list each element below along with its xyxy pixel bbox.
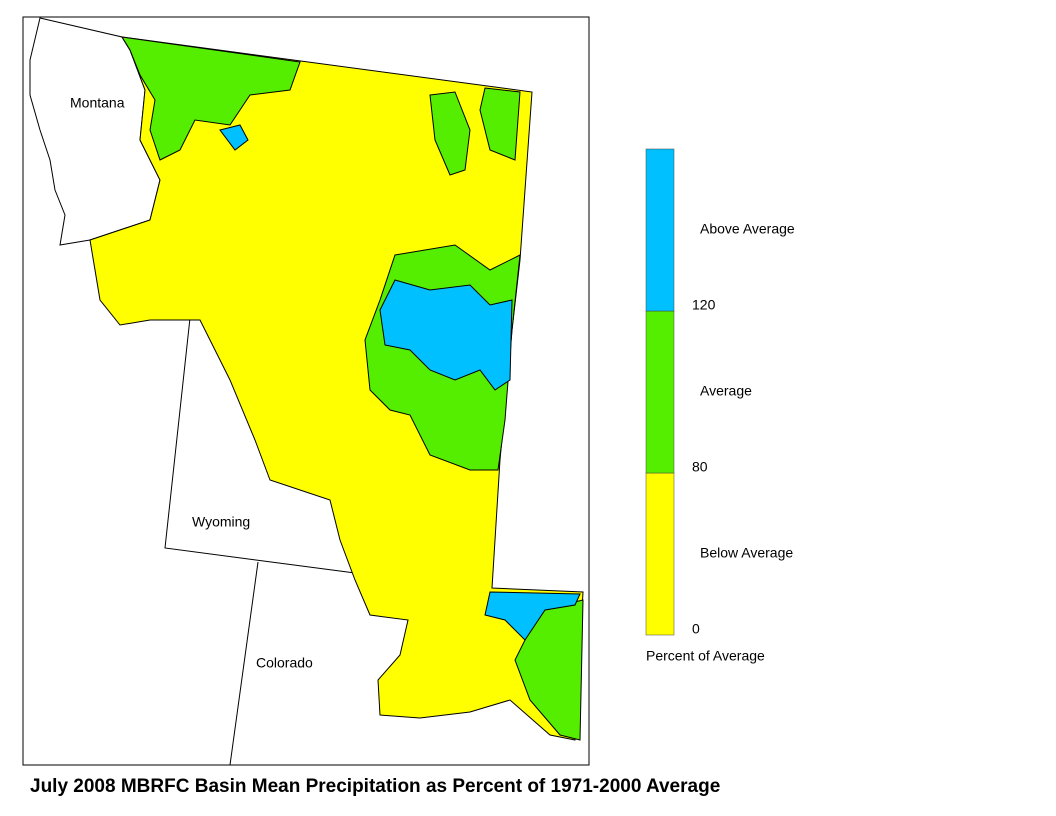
state-label: Montana [70,95,125,111]
basin-average [514,599,584,741]
state-label: Colorado [256,655,313,671]
colorado-border [229,561,259,766]
legend-swatch [645,148,675,312]
basin-below-average [89,36,584,741]
legend-swatch [645,472,675,636]
legend: Percent of Average Below Average Average A… [645,148,795,664]
legend-tick-label: 0 [692,621,700,637]
legend-title: Percent of Average [646,648,765,664]
basin-above-average [219,124,249,151]
legend-swatch [645,310,675,474]
basin-average [429,91,471,176]
basin-average [121,36,301,161]
legend-class-label: Below Average [700,545,793,561]
legend-class-label: Average [700,383,752,399]
legend-class-label: Above Average [700,221,795,237]
map-title: July 2008 MBRFC Basin Mean Precipitation… [30,776,720,797]
basin-above-average [484,591,581,641]
state-label: Wyoming [192,514,250,530]
basin-above-average [379,279,513,391]
legend-tick-label: 80 [692,459,708,475]
basin-average [479,87,521,161]
legend-tick-label: 120 [692,297,716,313]
